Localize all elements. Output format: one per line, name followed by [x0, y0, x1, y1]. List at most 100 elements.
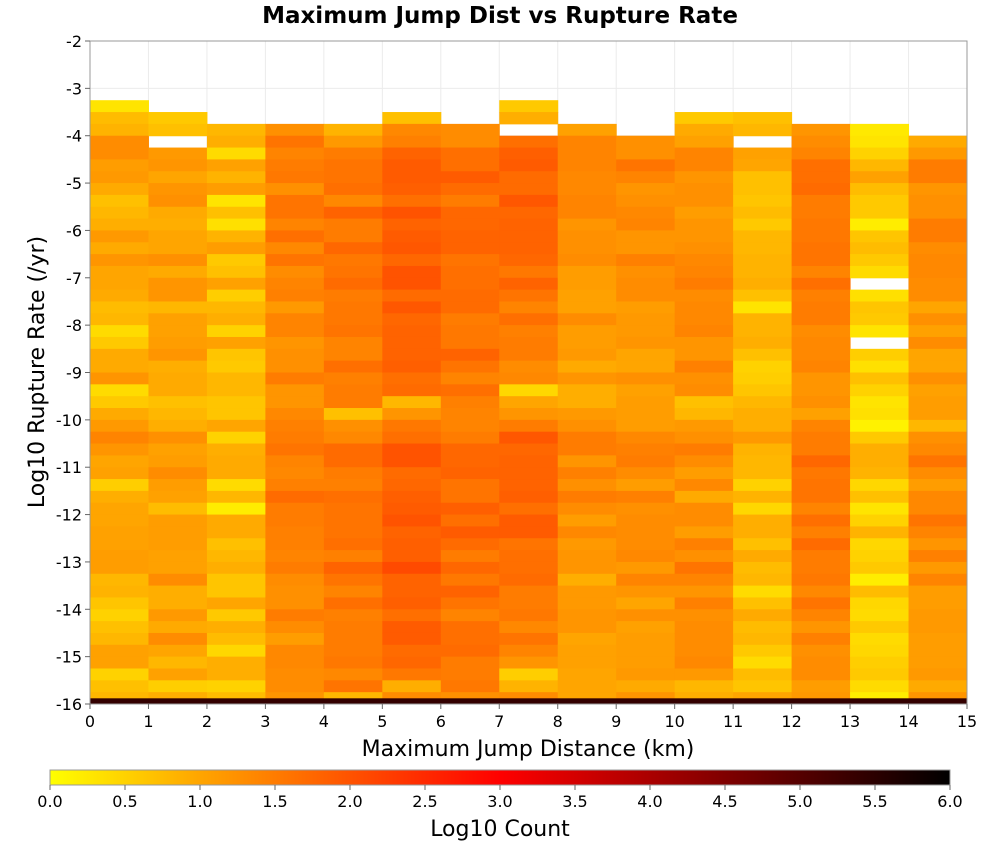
- heatmap-cell: [616, 502, 676, 516]
- heatmap-cell: [206, 183, 266, 196]
- heatmap-cell: [850, 372, 910, 385]
- heatmap-cell: [265, 171, 325, 184]
- heatmap-cell: [148, 336, 208, 350]
- heatmap-cell: [148, 609, 208, 622]
- heatmap-cell: [616, 408, 676, 421]
- colorbar-tick-label: 2.5: [412, 792, 437, 811]
- heatmap-cell: [674, 597, 734, 610]
- heatmap-cell: [674, 123, 734, 137]
- heatmap-cell: [382, 550, 442, 563]
- heatmap-cell: [440, 147, 500, 160]
- heatmap-cell: [440, 514, 500, 527]
- heatmap-cell: [148, 502, 208, 516]
- heatmap-cell: [206, 254, 266, 267]
- heatmap-cell: [908, 265, 968, 279]
- heatmap-cell: [499, 668, 559, 681]
- heatmap-cell: [206, 514, 266, 527]
- heatmap-cell: [265, 419, 325, 433]
- y-tick-label: -14: [56, 600, 82, 619]
- colorbar-tick-label: 1.0: [187, 792, 212, 811]
- heatmap-cell: [323, 408, 383, 421]
- heatmap-cell: [440, 242, 500, 255]
- heatmap-cell: [616, 538, 676, 551]
- heatmap-cell: [850, 526, 910, 539]
- heatmap-cell: [733, 289, 793, 302]
- heatmap-cell: [90, 443, 149, 456]
- heatmap-cell: [382, 123, 442, 137]
- heatmap-cell: [733, 514, 793, 527]
- heatmap-cell: [674, 277, 734, 291]
- heatmap-cell: [382, 147, 442, 160]
- heatmap-cell: [148, 396, 208, 409]
- heatmap-cell: [206, 159, 266, 172]
- heatmap-cell: [557, 502, 617, 516]
- heatmap-cell: [440, 490, 500, 504]
- heatmap-cell: [148, 183, 208, 196]
- heatmap-cell: [557, 514, 617, 527]
- heatmap-cell: [499, 112, 559, 125]
- heatmap-cell: [616, 265, 676, 279]
- heatmap-cell: [90, 455, 149, 468]
- heatmap-cell: [908, 431, 968, 445]
- heatmap-cell: [90, 408, 149, 421]
- heatmap-cell: [674, 621, 734, 634]
- heatmap-cell: [148, 325, 208, 338]
- heatmap-cell: [616, 609, 676, 622]
- heatmap-cell: [499, 206, 559, 220]
- heatmap-cell: [733, 360, 793, 373]
- heatmap-cell: [148, 265, 208, 279]
- heatmap-cell: [148, 561, 208, 575]
- heatmap-cell: [206, 396, 266, 409]
- heatmap-cell: [557, 384, 617, 397]
- heatmap-cell: [908, 171, 968, 184]
- heatmap-cell: [616, 550, 676, 563]
- heatmap-cell: [557, 621, 617, 634]
- heatmap-cell: [382, 372, 442, 385]
- heatmap-cell: [733, 159, 793, 172]
- y-tick-label: -9: [66, 364, 82, 383]
- heatmap-cell: [323, 680, 383, 693]
- heatmap-cell: [499, 159, 559, 172]
- heatmap-cell: [148, 668, 208, 681]
- heatmap-cell: [382, 313, 442, 326]
- heatmap-cell: [674, 632, 734, 646]
- colorbar-ticks: 0.0 0.5 1.0 1.5 2.0 2.5 3.0 3.5 4.0 4.5 5.0 5.5 6.0: [37, 785, 963, 811]
- heatmap-cell: [265, 644, 325, 658]
- heatmap-cell: [382, 230, 442, 243]
- heatmap-cell: [557, 265, 617, 279]
- heatmap-cell: [90, 609, 149, 622]
- heatmap-cell: [733, 656, 793, 669]
- heatmap-cell: [148, 455, 208, 468]
- heatmap-cell: [382, 455, 442, 468]
- heatmap-cell: [791, 585, 851, 598]
- heatmap-cell: [148, 123, 208, 137]
- heatmap-cell: [791, 502, 851, 516]
- heatmap-cell: [791, 183, 851, 196]
- heatmap-cell: [908, 289, 968, 302]
- heatmap-cell: [323, 502, 383, 516]
- heatmap-cell: [616, 384, 676, 397]
- x-tick-label: 13: [840, 712, 860, 731]
- heatmap-cell: [323, 668, 383, 681]
- heatmap-cell: [499, 490, 559, 504]
- heatmap-cell: [499, 301, 559, 314]
- heatmap-cell: [791, 479, 851, 492]
- heatmap-cell: [908, 538, 968, 551]
- heatmap-cell: [90, 218, 149, 231]
- heatmap-cell: [382, 573, 442, 587]
- heatmap-cell: [674, 668, 734, 681]
- heatmap-cell: [90, 277, 149, 291]
- heatmap-cell: [674, 502, 734, 516]
- colorbar: [49, 769, 951, 786]
- heatmap-cell: [499, 277, 559, 291]
- heatmap-cell: [440, 408, 500, 421]
- heatmap-cell: [499, 147, 559, 160]
- heatmap-cell: [440, 254, 500, 267]
- heatmap-cell: [382, 585, 442, 598]
- heatmap-cell: [499, 597, 559, 610]
- heatmap-cell: [206, 408, 266, 421]
- heatmap-cell: [674, 171, 734, 184]
- heatmap-cell: [206, 550, 266, 563]
- heatmap-cell: [499, 561, 559, 575]
- heatmap-cell: [440, 538, 500, 551]
